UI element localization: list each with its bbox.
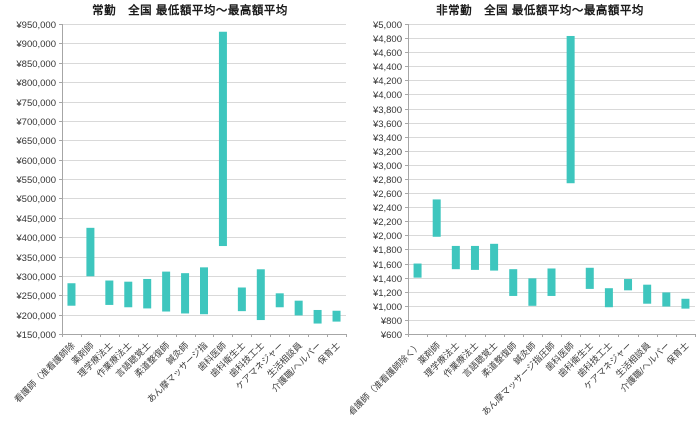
y-axis-label: ¥1,800	[372, 245, 402, 256]
y-axis-label: ¥2,600	[372, 189, 402, 200]
y-axis-label: ¥4,800	[372, 34, 402, 45]
y-axis-label: ¥250,000	[15, 291, 56, 302]
y-axis-label: ¥450,000	[15, 214, 56, 225]
y-axis-label: ¥4,400	[372, 62, 402, 73]
range-bar-1	[432, 199, 441, 237]
y-axis-label: ¥800,000	[15, 78, 56, 89]
y-axis-label: ¥600	[380, 330, 402, 341]
y-axis-label: ¥2,800	[372, 175, 402, 186]
range-bar-10	[256, 269, 265, 321]
range-bar-6	[528, 278, 537, 306]
range-bar-6	[181, 273, 190, 314]
range-bar-9	[237, 287, 246, 312]
range-bar-8	[218, 31, 227, 247]
range-bar-5	[162, 271, 171, 312]
y-axis-label: ¥550,000	[15, 175, 56, 186]
y-axis-label: ¥1,400	[372, 274, 402, 285]
y-axis-label: ¥4,000	[372, 90, 402, 101]
range-bar-7	[200, 267, 208, 315]
chart-fulltime: 常勤 全国 最低額平均〜最高額平均 ¥150,000 ¥200,000 ¥250,0…	[12, 5, 347, 405]
y-axis-label: ¥3,200	[372, 147, 402, 158]
range-bar-3	[124, 281, 133, 308]
range-bar-13	[662, 292, 671, 307]
x-category-label: 看護師（准看護師除く）	[350, 340, 423, 418]
y-axis-label: ¥1,600	[372, 260, 402, 271]
range-bar-14	[681, 298, 690, 309]
range-bar-7	[547, 268, 556, 296]
y-axis-label: ¥2,000	[372, 231, 402, 242]
y-axis-label: ¥350,000	[15, 253, 56, 264]
range-bar-13	[313, 309, 322, 324]
range-bar-0	[67, 283, 76, 306]
chart-plot-parttime: ¥600 ¥800 ¥1,000 ¥1,200 ¥1,400 ¥1,600 ¥1,800 ¥2…	[350, 20, 696, 418]
x-category-label: 看護師（准看護師除	[12, 340, 77, 405]
range-bar-2	[451, 245, 460, 270]
y-axis-label: ¥500,000	[15, 194, 56, 205]
range-bar-2	[105, 280, 114, 305]
y-axis-label: ¥3,600	[372, 119, 402, 130]
range-bar-5	[509, 269, 518, 296]
range-bar-14	[332, 310, 341, 322]
y-axis-label: ¥650,000	[15, 136, 56, 147]
y-axis-label: ¥4,200	[372, 76, 402, 87]
y-axis-label: ¥950,000	[15, 20, 56, 31]
range-bar-12	[643, 284, 652, 304]
y-axis-label: ¥1,200	[372, 288, 402, 299]
y-axis-label: ¥750,000	[15, 98, 56, 109]
x-category-label: 保育士	[664, 340, 691, 367]
y-axis-label: ¥700,000	[15, 117, 56, 128]
range-bar-10	[604, 288, 613, 308]
range-bar-8	[566, 35, 575, 184]
y-axis-label: ¥2,400	[372, 203, 402, 214]
range-bar-9	[585, 267, 594, 289]
y-axis-label: ¥4,600	[372, 48, 402, 59]
y-axis-label: ¥1,000	[372, 302, 402, 313]
y-axis-label: ¥400,000	[15, 233, 56, 244]
range-bar-0	[413, 263, 422, 278]
y-axis-label: ¥3,400	[372, 133, 402, 144]
y-axis-label: ¥5,000	[372, 20, 402, 31]
y-axis-label: ¥800	[380, 316, 402, 327]
chart-plot-fulltime: ¥150,000 ¥200,000 ¥250,000 ¥300,000 ¥350,000…	[12, 20, 347, 405]
y-axis-label: ¥2,200	[372, 217, 402, 228]
y-axis-label: ¥150,000	[15, 330, 56, 341]
y-axis-label: ¥600,000	[15, 156, 56, 167]
range-bar-4	[143, 278, 152, 309]
y-axis-label: ¥3,800	[372, 105, 402, 116]
range-bar-4	[490, 243, 499, 271]
y-axis-label: ¥3,000	[372, 161, 402, 172]
y-axis-label: ¥850,000	[15, 59, 56, 70]
range-bar-12	[294, 300, 303, 316]
y-axis-label: ¥200,000	[15, 311, 56, 322]
range-bar-3	[470, 245, 479, 270]
chart-parttime: 非常勤 全国 最低額平均〜最高額平均 ¥600 ¥800 ¥1,000 ¥1,200 ¥…	[350, 0, 700, 437]
y-axis-label: ¥900,000	[15, 39, 56, 50]
y-axis-label: ¥300,000	[15, 272, 56, 283]
chart-title-fulltime: 常勤 全国 最低額平均〜最高額平均	[92, 5, 288, 17]
chart-title-parttime: 非常勤 全国 最低額平均〜最高額平均	[436, 5, 644, 17]
range-bar-11	[624, 279, 633, 291]
range-bar-1	[86, 227, 95, 277]
range-bar-11	[275, 293, 284, 308]
